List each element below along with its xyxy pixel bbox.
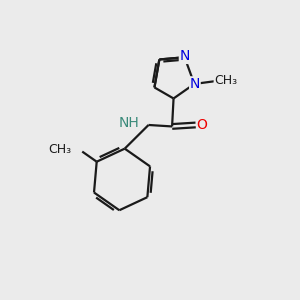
Text: N: N (179, 50, 190, 63)
Text: O: O (197, 118, 208, 132)
Text: CH₃: CH₃ (214, 74, 237, 87)
Text: N: N (190, 77, 200, 91)
Text: NH: NH (119, 116, 140, 130)
Text: CH₃: CH₃ (48, 143, 71, 156)
